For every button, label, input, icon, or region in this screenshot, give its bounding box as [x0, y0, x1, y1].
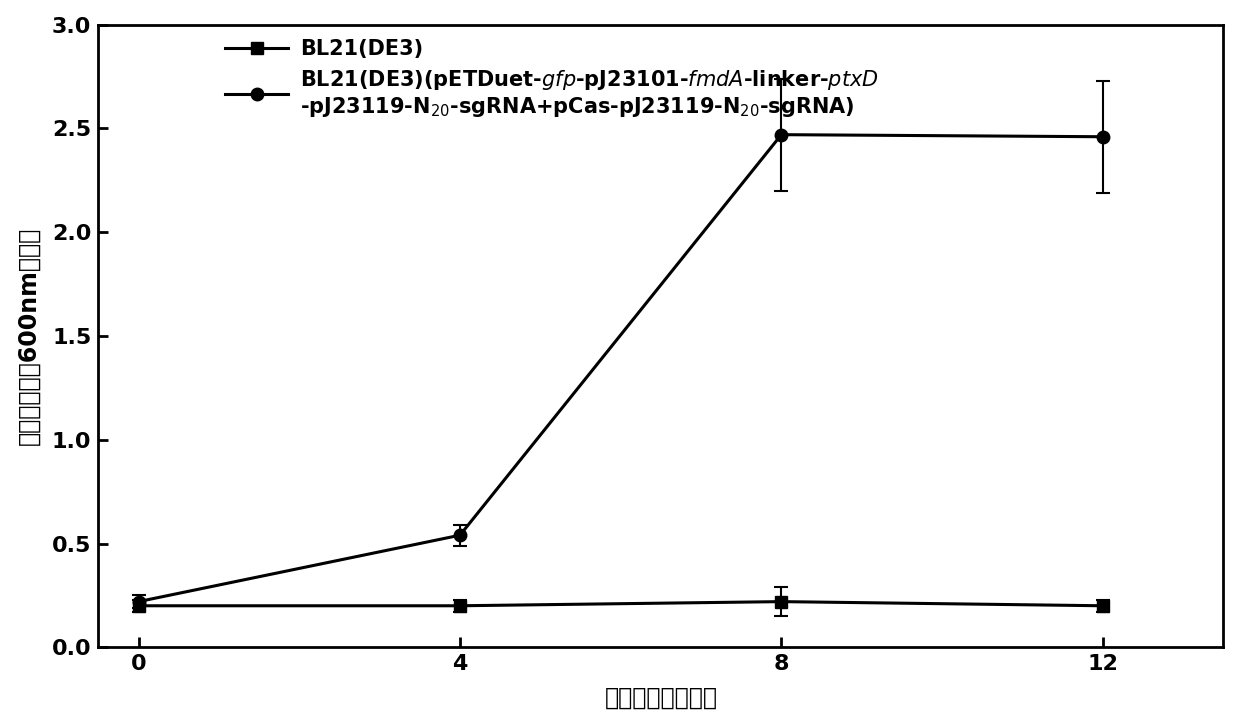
X-axis label: 培养时间（小时）: 培养时间（小时） [604, 685, 718, 709]
Y-axis label: 紫外吸收波长600nm吸收值: 紫外吸收波长600nm吸收值 [16, 227, 41, 445]
Legend: BL21(DE3), BL21(DE3)(pETDuet-$\mathit{gfp}$-pJ23101-$\mathit{fmdA}$-linker-$\mat: BL21(DE3), BL21(DE3)(pETDuet-$\mathit{gf… [221, 35, 883, 123]
